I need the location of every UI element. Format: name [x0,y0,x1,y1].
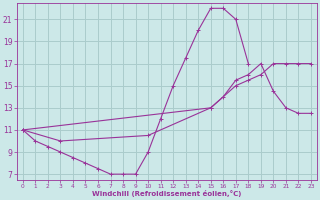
X-axis label: Windchill (Refroidissement éolien,°C): Windchill (Refroidissement éolien,°C) [92,190,242,197]
